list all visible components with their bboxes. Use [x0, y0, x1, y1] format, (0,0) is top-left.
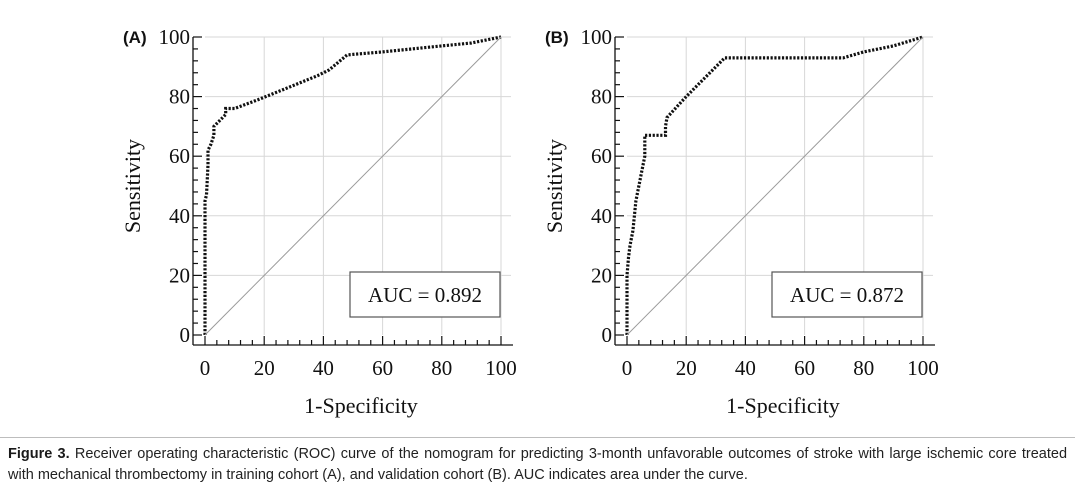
x-tick-label: 40 — [313, 356, 334, 380]
auc-label: AUC = 0.872 — [790, 283, 904, 307]
panel-label: (A) — [123, 28, 147, 47]
roc-curve — [625, 35, 924, 335]
x-tick-label: 0 — [622, 356, 633, 380]
y-tick-label: 0 — [180, 323, 191, 347]
auc-label: AUC = 0.892 — [368, 283, 482, 307]
roc-curve — [203, 35, 502, 335]
y-tick-label: 40 — [591, 204, 612, 228]
y-tick-label: 20 — [169, 263, 190, 287]
panel-label: (B) — [545, 28, 569, 47]
roc-panel-a: 0 20 40 60 80 100 0 20 40 60 80 100 1-Specificity Sen… — [120, 25, 517, 418]
reference-diagonal-line — [626, 36, 924, 336]
x-tick-label: 80 — [853, 356, 874, 380]
x-axis-title: 1-Specificity — [304, 393, 418, 418]
auc-box — [771, 271, 923, 318]
y-tick-label: 100 — [159, 25, 191, 49]
y-tick-label: 80 — [591, 85, 612, 109]
caption-text: Receiver operating characteristic (ROC) … — [8, 446, 1068, 483]
x-tick-label: 40 — [735, 356, 756, 380]
x-tick-label: 100 — [485, 356, 517, 380]
x-tick-label: 60 — [372, 356, 393, 380]
roc-panel-b: 0 20 40 60 80 100 0 20 40 60 80 100 1-Specificity Sen… — [542, 25, 939, 418]
y-tick-label: 0 — [602, 323, 613, 347]
x-tick-label: 60 — [794, 356, 815, 380]
x-tick-label: 100 — [907, 356, 939, 380]
roc-figure: 0 20 40 60 80 100 0 20 40 60 80 100 1-Specificity Sen… — [120, 25, 939, 418]
auc-box — [349, 271, 501, 318]
x-axis-title: 1-Specificity — [726, 393, 840, 418]
y-axis-title: Sensitivity — [120, 139, 145, 233]
caption-label: Figure 3. — [8, 446, 70, 462]
y-tick-label: 80 — [169, 85, 190, 109]
x-tick-label: 0 — [200, 356, 211, 380]
x-tick-label: 20 — [676, 356, 697, 380]
y-tick-label: 100 — [581, 25, 613, 49]
x-tick-label: 80 — [431, 356, 452, 380]
x-tick-label: 20 — [254, 356, 275, 380]
y-tick-label: 60 — [591, 144, 612, 168]
y-tick-label: 20 — [591, 263, 612, 287]
y-tick-label: 60 — [169, 144, 190, 168]
y-axis-title: Sensitivity — [542, 139, 567, 233]
reference-diagonal-line — [204, 36, 502, 336]
figure-caption: Figure 3. Receiver operating characteris… — [0, 437, 1075, 486]
roc-charts-svg: 0 20 40 60 80 100 0 20 40 60 80 100 1-Specificity Sen… — [120, 25, 939, 418]
y-tick-label: 40 — [169, 204, 190, 228]
